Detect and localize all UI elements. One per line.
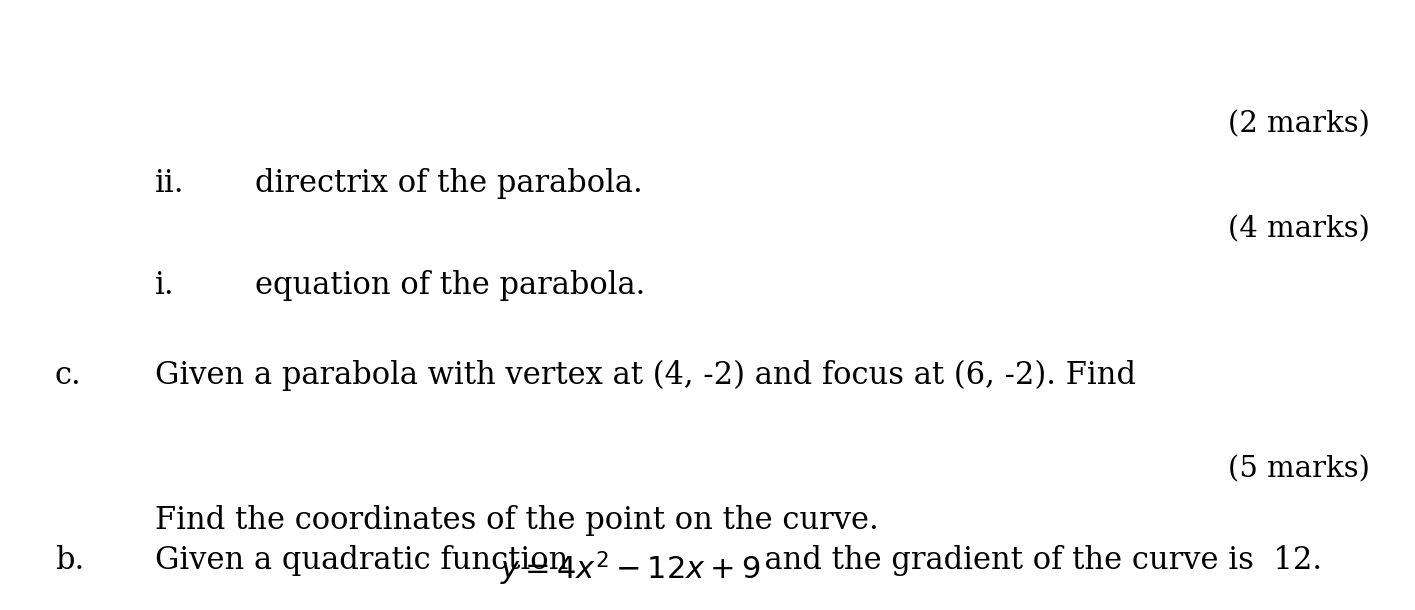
Text: directrix of the parabola.: directrix of the parabola. (255, 168, 642, 199)
Text: equation of the parabola.: equation of the parabola. (255, 270, 645, 301)
Text: (4 marks): (4 marks) (1228, 215, 1370, 243)
Text: Given a parabola with vertex at (4, -2) and focus at (6, -2). Find: Given a parabola with vertex at (4, -2) … (156, 360, 1136, 391)
Text: and the gradient of the curve is  12.: and the gradient of the curve is 12. (746, 545, 1322, 576)
Text: Given a quadratic function: Given a quadratic function (156, 545, 587, 576)
Text: Find the coordinates of the point on the curve.: Find the coordinates of the point on the… (156, 505, 879, 536)
Text: i.: i. (156, 270, 174, 301)
Text: $y = 4x^{2} -12x+9$: $y = 4x^{2} -12x+9$ (499, 549, 760, 587)
Text: (2 marks): (2 marks) (1228, 110, 1370, 138)
Text: (5 marks): (5 marks) (1228, 455, 1370, 483)
Text: b.: b. (55, 545, 85, 576)
Text: c.: c. (55, 360, 82, 391)
Text: ii.: ii. (156, 168, 184, 199)
